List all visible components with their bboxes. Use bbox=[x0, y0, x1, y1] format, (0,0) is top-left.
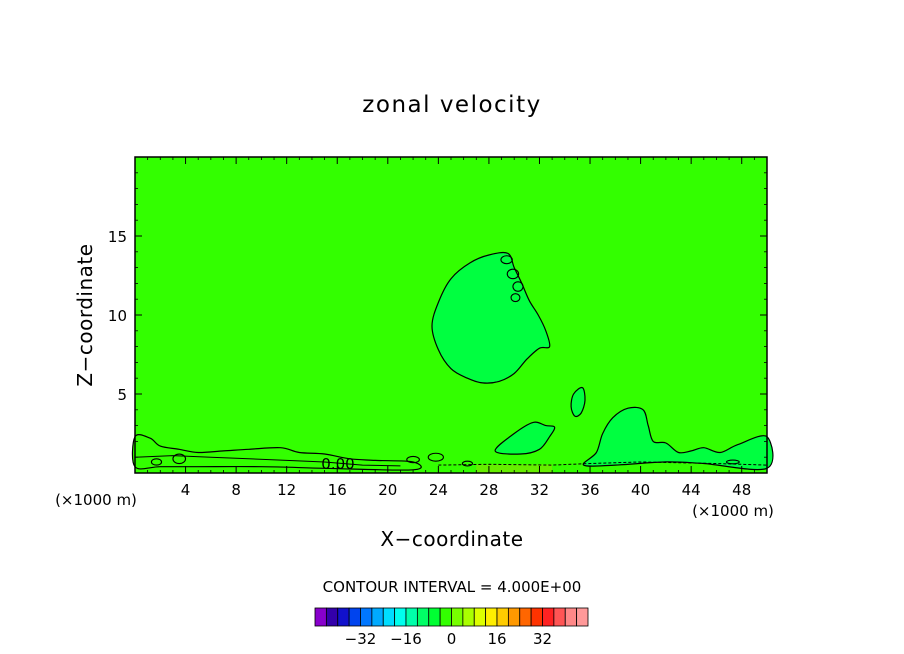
colorbar-cell bbox=[325, 607, 339, 627]
x-tick-label: 28 bbox=[479, 481, 498, 499]
colorbar-cell bbox=[530, 607, 543, 627]
chart-title: zonal velocity bbox=[362, 92, 541, 118]
x-tick-label: 8 bbox=[231, 481, 241, 499]
colorbar-cell bbox=[507, 607, 521, 627]
contour-regions bbox=[131, 251, 774, 471]
colorbar-cell bbox=[451, 607, 464, 627]
contour-interval-text: CONTOUR INTERVAL = 4.000E+00 bbox=[323, 578, 582, 596]
contour-region-left-surface-strip bbox=[131, 434, 422, 471]
surface-contour-right bbox=[438, 461, 768, 466]
x-tick-label: 16 bbox=[328, 481, 347, 499]
colorbar-cell bbox=[360, 607, 373, 627]
colorbar-tick-label: 0 bbox=[447, 630, 457, 648]
colorbar-cell bbox=[519, 607, 532, 627]
surface-contour-left bbox=[134, 455, 401, 467]
colorbar-cell bbox=[348, 607, 361, 627]
contour-region-blob-36 bbox=[570, 386, 586, 418]
x-axis-ticks: 4 8 12 16 20 24 28 32 36 40 44 48 bbox=[147, 157, 755, 499]
colorbar-cell bbox=[496, 607, 509, 627]
colorbar-cell bbox=[314, 607, 327, 627]
x-tick-label: 12 bbox=[277, 481, 296, 499]
colorbar-cell bbox=[576, 607, 589, 627]
x-tick-label: 44 bbox=[682, 481, 701, 499]
colorbar-cell bbox=[405, 607, 418, 627]
small-contour-9 bbox=[726, 459, 740, 465]
colorbar-cell bbox=[337, 607, 350, 627]
colorbar-tick-label: −32 bbox=[345, 630, 377, 648]
colorbar-cell bbox=[428, 607, 441, 627]
small-contour-5 bbox=[406, 455, 420, 464]
x-unit-right: (×1000 m) bbox=[692, 502, 774, 520]
small-contour-1 bbox=[506, 268, 520, 280]
small-contour-0 bbox=[500, 255, 513, 265]
colorbar-cell bbox=[394, 607, 407, 627]
x-tick-label: 40 bbox=[631, 481, 650, 499]
surface-lines bbox=[134, 455, 768, 473]
contour-label: 0.00 bbox=[321, 455, 354, 473]
colorbar-cell bbox=[439, 607, 452, 627]
small-contour-7 bbox=[172, 453, 187, 465]
contour-region-mid-blob-30 bbox=[494, 421, 556, 455]
contour-region-upper-anomaly bbox=[431, 251, 551, 384]
small-contour-3 bbox=[510, 293, 521, 303]
small-contour-2 bbox=[512, 281, 524, 292]
colorbar-cell bbox=[473, 607, 487, 627]
y-tick-label: 15 bbox=[108, 228, 127, 246]
x-tick-label: 48 bbox=[732, 481, 751, 499]
x-tick-label: 32 bbox=[530, 481, 549, 499]
surface-band bbox=[476, 464, 553, 473]
x-tick-label: 4 bbox=[181, 481, 191, 499]
x-unit-left: (×1000 m) bbox=[55, 491, 137, 509]
y-tick-label: 5 bbox=[117, 386, 127, 404]
colorbar-tick-labels: −32 −16 0 16 32 bbox=[345, 630, 552, 648]
y-axis-ticks: 5 10 15 bbox=[108, 172, 767, 458]
colorbar-cell bbox=[416, 607, 430, 627]
colorbar-cell bbox=[371, 607, 384, 627]
colorbar-tick-label: 16 bbox=[487, 630, 506, 648]
colorbar-cell bbox=[564, 607, 578, 627]
x-tick-label: 24 bbox=[429, 481, 448, 499]
colorbar-cell bbox=[553, 607, 566, 627]
colorbar-cell bbox=[485, 607, 498, 627]
y-tick-label: 10 bbox=[108, 307, 127, 325]
colorbar-tick-label: −16 bbox=[390, 630, 422, 648]
small-contour-4 bbox=[427, 452, 444, 462]
plot-area: 0.00 bbox=[131, 156, 774, 474]
colorbar bbox=[314, 607, 589, 627]
colorbar-cell bbox=[462, 607, 475, 627]
x-axis-label: X−coordinate bbox=[380, 527, 523, 551]
colorbar-cell bbox=[382, 607, 396, 627]
small-contour-8 bbox=[150, 458, 163, 466]
colorbar-tick-label: 32 bbox=[533, 630, 552, 648]
small-contours bbox=[150, 255, 740, 467]
x-tick-label: 20 bbox=[378, 481, 397, 499]
colorbar-cell bbox=[542, 607, 555, 627]
x-tick-label: 36 bbox=[580, 481, 599, 499]
small-contour-6 bbox=[461, 460, 474, 467]
y-axis-label: Z−coordinate bbox=[73, 243, 97, 386]
contour-region-right-blob-39 bbox=[582, 406, 774, 471]
